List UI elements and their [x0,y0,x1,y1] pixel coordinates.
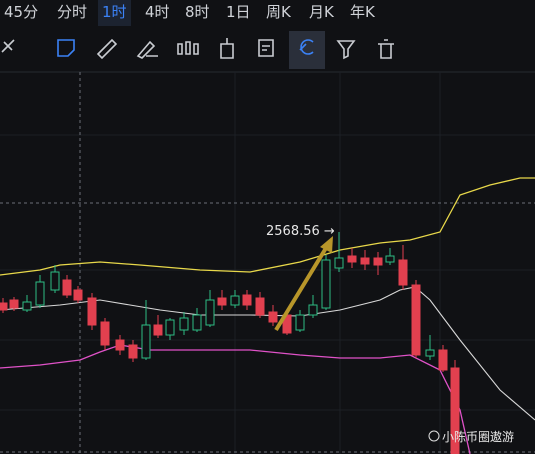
timeframe-tab[interactable]: 年K [350,3,375,21]
candle-body [100,321,110,346]
candle-body [268,311,278,323]
tool-active-bg [289,31,325,69]
candle-body [438,349,448,371]
candle-body [411,284,421,356]
candle-body [385,255,395,263]
tool-icon[interactable] [258,39,274,57]
candle-body [141,324,151,359]
candle-body [347,255,357,263]
candles [0,232,460,454]
candle-body [398,259,408,286]
candle-body [192,314,202,331]
candle-body [295,314,305,331]
candle-body [255,297,265,316]
tool-icon[interactable] [96,38,118,60]
candle-body [35,281,45,306]
candle-body [242,294,252,306]
candle-body [50,271,60,291]
candle-body [230,295,240,306]
tool-icon[interactable] [378,39,394,59]
candle-body [9,299,19,309]
candle-body [22,301,32,311]
candle-body [205,299,215,326]
candle-body [321,259,331,309]
tool-icon[interactable] [1,39,15,53]
timeframe-tab[interactable]: 1时 [98,0,131,26]
tool-icon[interactable] [136,40,158,59]
timeframe-tab[interactable]: 1日 [226,3,251,21]
candle-body [360,257,370,265]
tool-icon[interactable] [57,39,75,57]
candle-body [0,302,8,311]
boll-lower [0,344,471,454]
candle-body [217,297,227,306]
candle-body [165,319,175,336]
timeframe-tab[interactable]: 分时 [57,3,88,21]
tool-icon[interactable] [299,39,314,55]
timeframe-tab[interactable]: 月K [309,3,334,21]
price-annotation: 2568.56 → [266,224,335,239]
candle-body [62,279,72,296]
tool-icon[interactable] [220,38,234,59]
tool-icon[interactable] [336,40,356,60]
candle-body [450,367,460,454]
candle-body [373,257,383,266]
watermark-icon [428,430,440,442]
arrow [274,236,333,332]
candle-body [179,317,189,331]
candle-body [87,297,97,326]
candle-body [425,349,435,357]
timeframe-tab[interactable]: 8时 [185,3,210,21]
candle-body [153,324,163,336]
timeframe-tab[interactable]: 4时 [145,3,170,21]
tool-icon[interactable] [177,41,199,55]
watermark: 小陈币圈遨游 [442,429,514,444]
boll-mid [0,286,535,421]
candle-body [308,304,318,316]
candle-body [73,289,83,301]
timeframe-tab[interactable]: 周K [266,3,291,21]
candle-body [128,344,138,359]
timeframe-tab[interactable]: 45分 [4,3,39,21]
candle-body [334,257,344,269]
toolbar [1,31,394,69]
candle-body [115,339,125,351]
